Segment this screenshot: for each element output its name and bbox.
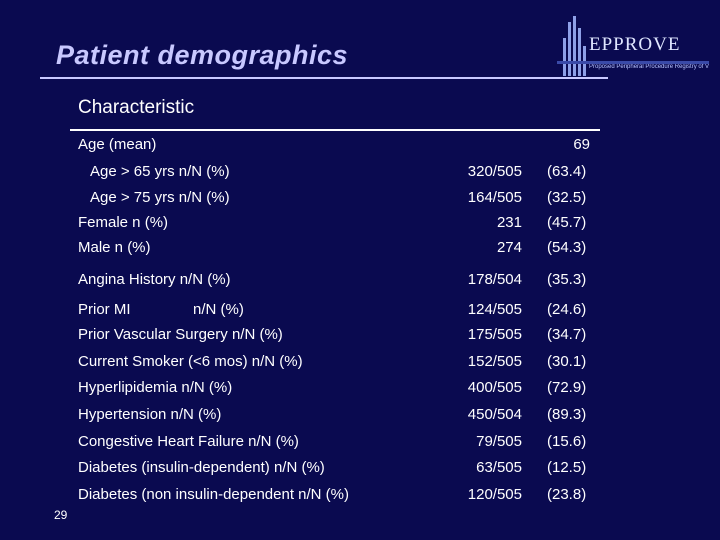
row-label: Age (mean) — [78, 136, 157, 153]
row-count: 400/505 — [467, 379, 522, 396]
table-row: Male n (%) 274 (54.3) — [0, 239, 720, 261]
row-percent: (32.5) — [547, 189, 587, 206]
row-label: Angina History n/N (%) — [78, 271, 231, 288]
row-label: Diabetes (non insulin-dependent n/N (%) — [78, 486, 349, 503]
header-divider — [70, 129, 600, 131]
row-label: Age > 75 yrs n/N (%) — [90, 189, 230, 206]
row-mean: 69 — [573, 136, 590, 153]
row-percent: (89.3) — [547, 406, 587, 423]
row-percent: (45.7) — [547, 214, 587, 231]
row-percent: (34.7) — [547, 326, 587, 343]
table-row: Hyperlipidemia n/N (%) 400/505 (72.9) — [0, 379, 720, 401]
table-row: Diabetes (insulin-dependent) n/N (%) 63/… — [0, 459, 720, 481]
row-label: Prior Vascular Surgery n/N (%) — [78, 326, 283, 343]
row-count: 274 — [496, 239, 522, 256]
row-percent: (35.3) — [547, 271, 587, 288]
row-label: Female n (%) — [78, 214, 169, 231]
table-row: Congestive Heart Failure n/N (%) 79/505 … — [0, 433, 720, 455]
row-label: Hyperlipidemia n/N (%) — [78, 379, 233, 396]
row-count: 231 — [496, 214, 522, 231]
column-header: Characteristic — [78, 97, 195, 118]
slide-title: Patient demographics — [56, 40, 349, 70]
row-percent: (15.6) — [547, 433, 587, 450]
row-count: 164/505 — [467, 189, 522, 206]
row-label: Diabetes (insulin-dependent) n/N (%) — [78, 459, 325, 476]
row-count: 178/504 — [467, 271, 522, 288]
row-percent: (72.9) — [547, 379, 587, 396]
title-divider — [40, 77, 608, 79]
table-row: Angina History n/N (%) 178/504 (35.3) — [0, 271, 720, 293]
row-label: Male n (%) — [78, 239, 151, 256]
table-row: Age > 75 yrs n/N (%) 164/505 (32.5) — [0, 189, 720, 211]
row-label: Age > 65 yrs n/N (%) — [90, 163, 230, 180]
table-row: Female n (%) 231 (45.7) — [0, 214, 720, 236]
row-count: 450/504 — [467, 406, 522, 423]
row-label: Prior MI n/N (%) — [78, 301, 244, 318]
row-count: 79/505 — [476, 433, 522, 450]
row-count: 152/505 — [467, 353, 522, 370]
row-label: Hypertension n/N (%) — [78, 406, 222, 423]
table-row: Age (mean) 69 — [0, 136, 720, 158]
row-percent: (12.5) — [547, 459, 587, 476]
table-row: Prior MI n/N (%) 124/505 (24.6) — [0, 301, 720, 323]
logo-stripe — [557, 61, 709, 64]
table-row: Diabetes (non insulin-dependent n/N (%) … — [0, 486, 720, 508]
row-percent: (63.4) — [547, 163, 587, 180]
table-row: Hypertension n/N (%) 450/504 (89.3) — [0, 406, 720, 428]
logo-tagline: Proposed Peripheral Procedure Registry o… — [589, 64, 709, 70]
row-percent: (30.1) — [547, 353, 587, 370]
row-count: 124/505 — [467, 301, 522, 318]
row-label: Current Smoker (<6 mos) n/N (%) — [78, 353, 303, 370]
row-percent: (24.6) — [547, 301, 587, 318]
row-percent: (54.3) — [547, 239, 587, 256]
row-count: 320/505 — [467, 163, 522, 180]
logo-bars-icon — [561, 16, 587, 76]
page-number: 29 — [54, 508, 68, 522]
row-count: 120/505 — [467, 486, 522, 503]
row-count: 175/505 — [467, 326, 522, 343]
table-row: Prior Vascular Surgery n/N (%) 175/505 (… — [0, 326, 720, 348]
logo-wordmark: EPPROVE — [589, 34, 681, 55]
logo: EPPROVE Proposed Peripheral Procedure Re… — [557, 14, 709, 80]
row-label: Congestive Heart Failure n/N (%) — [78, 433, 299, 450]
table-row: Current Smoker (<6 mos) n/N (%) 152/505 … — [0, 353, 720, 375]
table-row: Age > 65 yrs n/N (%) 320/505 (63.4) — [0, 163, 720, 185]
row-percent: (23.8) — [547, 486, 587, 503]
row-count: 63/505 — [476, 459, 522, 476]
